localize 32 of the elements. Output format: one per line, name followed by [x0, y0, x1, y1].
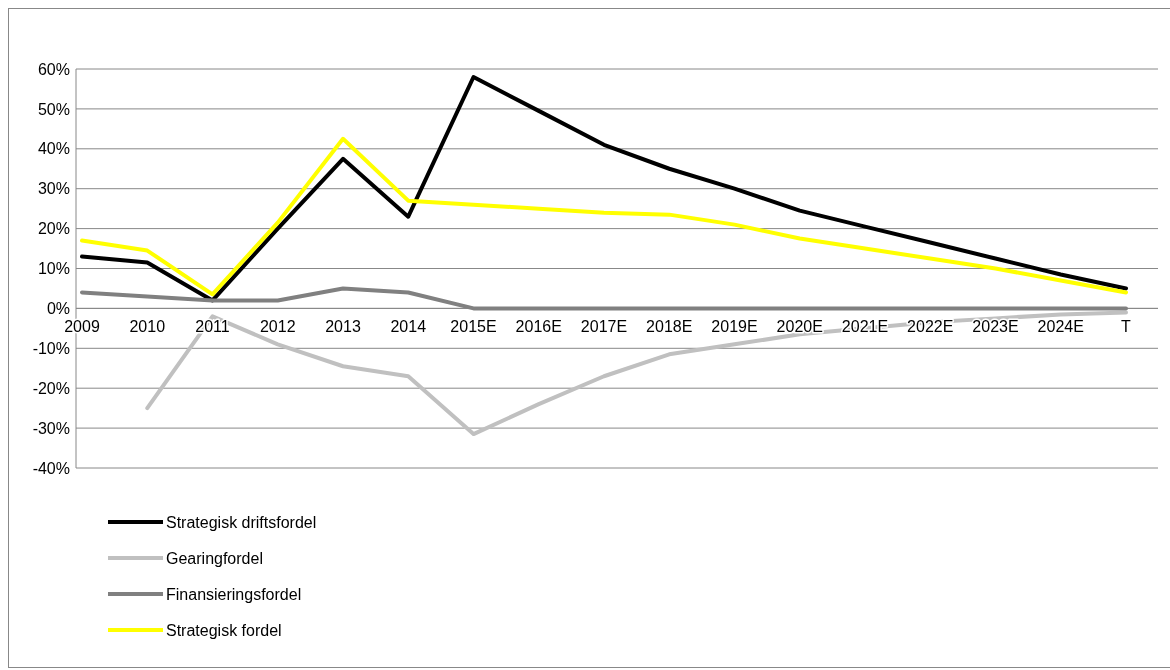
y-tick-label: 40%: [37, 140, 70, 158]
y-tick-label: 0%: [46, 300, 70, 317]
y-tick-label: 60%: [37, 60, 70, 78]
legend-label: Strategisk driftsfordel: [166, 513, 317, 531]
x-tick-label: 2022E: [907, 318, 954, 336]
legend-label: Finansieringsfordel: [166, 585, 302, 603]
x-tick-label: 2009: [64, 318, 100, 336]
y-tick-label: -30%: [32, 419, 70, 437]
x-tick-label: 2012: [259, 318, 296, 336]
y-tick-label: 20%: [37, 220, 70, 238]
y-tick-label: 50%: [37, 100, 70, 118]
x-tick-label: 2018E: [646, 318, 693, 336]
y-tick-label: -40%: [32, 459, 70, 477]
x-tick-label: 2020E: [776, 318, 823, 336]
x-tick-label: 2015E: [450, 318, 497, 336]
x-tick-label: 2016E: [515, 318, 562, 336]
x-tick-label: 2017E: [580, 318, 628, 336]
x-tick-label: T: [1121, 318, 1132, 336]
x-tick-label: 2011: [195, 318, 230, 336]
x-tick-label: 2021E: [841, 318, 889, 336]
x-tick-label: 2023E: [972, 318, 1019, 336]
x-tick-label: 2024E: [1037, 318, 1084, 336]
legend-label: Gearingfordel: [166, 549, 263, 567]
x-tick-label: 2010: [129, 318, 166, 336]
legend-label: Strategisk fordel: [166, 621, 282, 639]
x-tick-label: 2014: [390, 318, 427, 336]
y-tick-label: -20%: [32, 379, 70, 397]
y-tick-label: -10%: [32, 339, 70, 357]
x-tick-label: 2019E: [711, 318, 758, 336]
y-tick-label: 30%: [37, 180, 70, 198]
y-tick-label: 10%: [37, 260, 70, 278]
x-tick-label: 2013: [325, 318, 361, 336]
